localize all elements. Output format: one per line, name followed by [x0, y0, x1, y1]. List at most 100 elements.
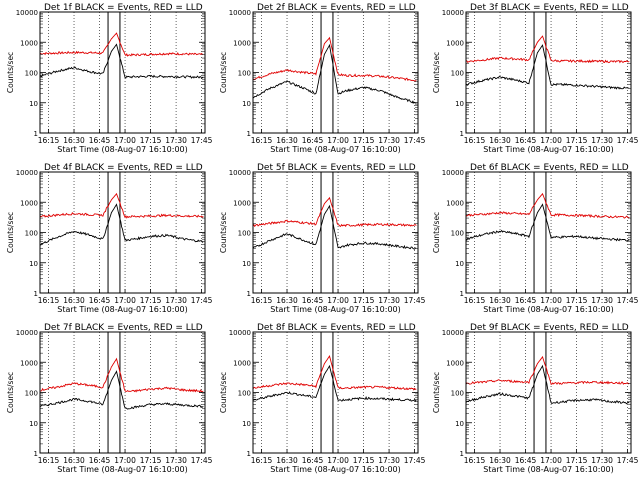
panel-title: Det 5f BLACK = Events, RED = LLD [257, 163, 416, 173]
x-tick-label: 16:30 [276, 456, 298, 465]
lld-series-line [465, 35, 630, 64]
x-tick-label: 16:45 [302, 136, 324, 145]
y-tick-label: 100 [238, 230, 251, 238]
detector-panel: Det 4f BLACK = Events, RED = LLD 1 10 100 10… [6, 163, 213, 314]
plot-frame [252, 171, 419, 294]
x-tick-label: 16:30 [276, 136, 298, 145]
x-tick-label: 16:45 [515, 456, 537, 465]
x-axis-label: Start Time (08-Aug-07 16:10:00) [483, 305, 614, 314]
x-axis-label: Start Time (08-Aug-07 16:10:00) [270, 465, 401, 474]
plot-frame [465, 171, 632, 294]
y-tick-label: 1000 [20, 359, 38, 367]
y-tick-label: 1 [460, 290, 464, 298]
x-tick-label: 16:15 [38, 296, 60, 305]
x-tick-label: 17:00 [327, 456, 349, 465]
y-tick-label: 10 [29, 260, 38, 268]
x-tick-label: 17:45 [617, 136, 639, 145]
y-axis-label: Counts/sec [432, 52, 441, 93]
x-tick-label: 17:15 [353, 136, 375, 145]
y-tick-label: 1 [247, 450, 251, 458]
y-tick-label: 10000 [16, 329, 38, 337]
x-tick-label: 17:00 [114, 456, 136, 465]
detector-panel: Det 7f BLACK = Events, RED = LLD 1 10 100 10… [6, 323, 213, 474]
events-series-line [39, 370, 204, 410]
y-tick-label: 10 [455, 100, 464, 108]
x-axis-label: Start Time (08-Aug-07 16:10:00) [483, 465, 614, 474]
x-tick-label: 16:15 [464, 136, 486, 145]
y-tick-label: 10 [242, 100, 251, 108]
y-tick-label: 1000 [233, 39, 251, 47]
detector-panel: Det 5f BLACK = Events, RED = LLD 1 10 100 10… [219, 163, 426, 314]
y-axis-label: Counts/sec [432, 372, 441, 413]
events-series-line [252, 204, 417, 250]
detector-panel: Det 9f BLACK = Events, RED = LLD 1 10 100 10… [432, 323, 639, 474]
lld-series-line [252, 355, 417, 391]
x-tick-label: 16:30 [489, 136, 511, 145]
panel-title: Det 9f BLACK = Events, RED = LLD [470, 323, 629, 333]
panel-title: Det 2f BLACK = Events, RED = LLD [257, 3, 416, 13]
lld-series-line [465, 192, 630, 219]
y-axis-label: Counts/sec [6, 372, 15, 413]
x-tick-label: 17:45 [617, 296, 639, 305]
lld-series-line [39, 192, 204, 219]
x-tick-label: 17:15 [140, 296, 162, 305]
x-tick-label: 17:30 [378, 136, 400, 145]
x-tick-label: 17:30 [165, 456, 187, 465]
detector-panel: Det 6f BLACK = Events, RED = LLD 1 10 100 10… [432, 163, 639, 314]
x-tick-label: 17:15 [566, 456, 588, 465]
x-tick-label: 16:45 [515, 136, 537, 145]
x-tick-label: 17:15 [140, 136, 162, 145]
plot-frame [39, 331, 206, 454]
y-tick-label: 1 [247, 130, 251, 138]
y-tick-label: 100 [25, 230, 38, 238]
x-tick-label: 17:15 [566, 296, 588, 305]
y-tick-label: 1000 [446, 359, 464, 367]
x-axis-label: Start Time (08-Aug-07 16:10:00) [483, 145, 614, 154]
y-tick-label: 10000 [442, 169, 464, 177]
x-tick-label: 17:45 [404, 296, 426, 305]
x-tick-label: 16:30 [489, 296, 511, 305]
events-series-line [40, 203, 204, 246]
lld-series-line [252, 196, 417, 228]
detector-panel: Det 1f BLACK = Events, RED = LLD 1 10 100 10… [6, 3, 213, 154]
panel-title: Det 1f BLACK = Events, RED = LLD [44, 3, 203, 13]
y-tick-label: 10000 [442, 329, 464, 337]
y-tick-label: 10 [242, 260, 251, 268]
lld-series-line [39, 32, 204, 57]
y-tick-label: 1 [460, 450, 464, 458]
x-tick-label: 17:15 [353, 296, 375, 305]
x-tick-label: 17:45 [191, 136, 213, 145]
x-tick-label: 17:00 [327, 296, 349, 305]
events-series-line [465, 203, 630, 242]
x-tick-label: 16:45 [302, 296, 324, 305]
panel-title: Det 4f BLACK = Events, RED = LLD [44, 163, 203, 173]
x-tick-label: 16:45 [89, 296, 111, 305]
x-tick-label: 16:15 [251, 456, 273, 465]
x-tick-label: 17:30 [165, 296, 187, 305]
x-tick-label: 17:00 [540, 456, 562, 465]
y-tick-label: 10000 [16, 169, 38, 177]
y-axis-label: Counts/sec [219, 372, 228, 413]
y-tick-label: 1000 [233, 199, 251, 207]
y-tick-label: 1 [460, 130, 464, 138]
x-tick-label: 17:45 [617, 456, 639, 465]
x-tick-label: 17:30 [378, 456, 400, 465]
x-tick-label: 17:15 [353, 456, 375, 465]
detector-panel: Det 3f BLACK = Events, RED = LLD 1 10 100 10… [432, 3, 639, 154]
x-tick-label: 17:30 [165, 136, 187, 145]
x-tick-label: 17:45 [404, 136, 426, 145]
y-tick-label: 10 [29, 420, 38, 428]
x-tick-label: 16:15 [38, 456, 60, 465]
x-tick-label: 16:15 [38, 136, 60, 145]
y-tick-label: 10000 [442, 9, 464, 17]
x-axis-label: Start Time (08-Aug-07 16:10:00) [57, 305, 188, 314]
y-tick-label: 1000 [233, 359, 251, 367]
y-tick-label: 1000 [20, 199, 38, 207]
x-tick-label: 17:00 [114, 136, 136, 145]
y-tick-label: 100 [451, 390, 464, 398]
x-tick-label: 16:15 [464, 296, 486, 305]
y-tick-label: 10000 [229, 329, 251, 337]
y-tick-label: 100 [25, 390, 38, 398]
y-tick-label: 1 [34, 290, 38, 298]
x-tick-label: 16:45 [515, 296, 537, 305]
